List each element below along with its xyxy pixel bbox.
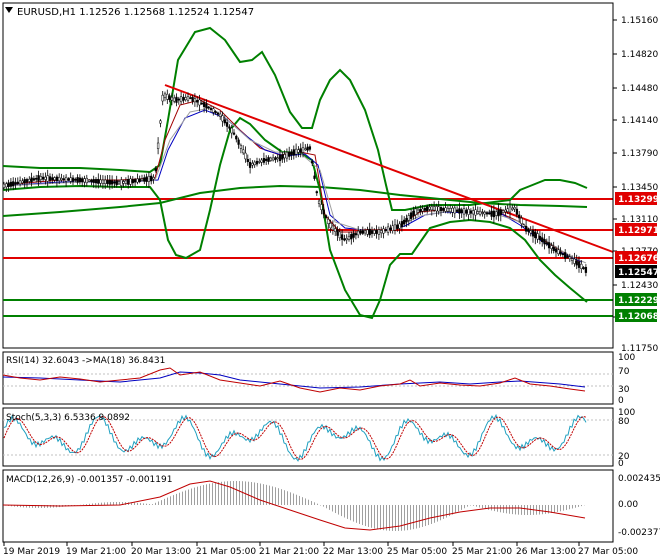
bollinger-lower-band [2,116,588,320]
price-tick-label: 1.15160 [621,16,658,26]
stoch-signal-line [3,415,587,460]
rsi-panel[interactable]: RSI(14) 32.6043 ->MA(18) 36.8431 100 70 30… [2,351,635,406]
stoch-tick-label: 80 [618,417,630,427]
descending-trendline[interactable] [164,84,614,253]
rsi-tick-label: 30 [618,385,630,395]
time-tick-label: 25 Mar 21:00 [452,547,512,557]
rsi-line [2,371,586,389]
symbol-info: EURUSD,H1 1.12526 1.12568 1.12524 1.1254… [17,7,254,18]
rsi-tick-label: 0 [618,396,624,406]
price-tick-label: 1.12430 [621,281,658,291]
time-tick-label: 21 Mar 21:00 [259,547,319,557]
level-label-r1: 1.13299 [615,192,659,205]
svg-text:1.12676: 1.12676 [618,254,659,264]
time-tick-label: 25 Mar 05:00 [387,547,447,557]
svg-text:1.12547: 1.12547 [618,268,659,278]
time-tick-label: 27 Mar 05:00 [578,547,638,557]
stoch-title: Stoch(5,3,3) 6.5336 9.0892 [6,413,130,423]
macd-title: MACD(12,26,9) -0.001357 -0.001191 [6,475,172,485]
time-tick-label: 19 Mar 2019 [3,547,60,557]
time-tick-label: 26 Mar 13:00 [516,547,576,557]
triangle-down-icon[interactable] [5,7,13,13]
price-tick-label: 1.11750 [621,344,658,354]
macd-tick-label: 0.00 [618,500,638,510]
svg-text:1.12068: 1.12068 [618,312,659,322]
macd-panel[interactable]: MACD(12,26,9) -0.001357 -0.001191 0.0024… [2,469,660,543]
time-tick-label: 20 Mar 13:00 [131,547,191,557]
time-axis[interactable]: 19 Mar 2019 19 Mar 21:00 20 Mar 13:00 21 Ma… [3,542,638,557]
time-tick-label: 22 Mar 13:00 [323,547,383,557]
stoch-tick-label: 20 [618,452,630,462]
level-label-s2: 1.12068 [615,309,659,322]
rsi-title: RSI(14) 32.6043 ->MA(18) 36.8431 [6,356,165,366]
stoch-main-line [3,413,587,462]
price-tick-label: 1.13790 [621,149,658,159]
candlesticks [2,89,588,277]
price-tick-label: 1.13110 [621,215,658,225]
price-tick-label: 1.14140 [621,116,658,126]
price-panel[interactable]: EURUSD,H1 1.12526 1.12568 1.12524 1.1254… [2,2,614,349]
price-tick-label: 1.13450 [621,183,658,193]
time-tick-label: 21 Mar 05:00 [196,547,256,557]
macd-tick-label: -0.002377 [618,528,660,538]
price-tick-label: 1.14820 [621,50,658,60]
level-label-r3: 1.12676 [615,251,659,264]
price-axis[interactable]: 1.15160 1.14820 1.14480 1.14140 1.13790 1.134… [612,3,659,354]
level-label-r2: 1.12971 [615,223,659,236]
stoch-tick-label: 100 [618,408,635,418]
rsi-ma-line [2,367,586,393]
rsi-tick-label: 70 [618,367,630,377]
bid-price-label: 1.12547 [615,265,659,278]
ema-mid [2,107,587,264]
svg-text:1.13299: 1.13299 [618,195,659,205]
level-label-s1: 1.12229 [615,293,659,306]
time-tick-label: 19 Mar 21:00 [66,547,126,557]
symbol-header[interactable]: EURUSD,H1 1.12526 1.12568 1.12524 1.1254… [5,7,254,18]
macd-tick-label: 0.002435 [618,474,660,484]
macd-signal-line [2,480,586,531]
price-tick-label: 1.14480 [621,84,658,94]
bollinger-upper-band [2,26,588,211]
rsi-tick-label: 100 [618,353,635,363]
stoch-tick-label: 0 [618,459,624,469]
svg-text:1.12971: 1.12971 [618,226,659,236]
svg-text:1.12229: 1.12229 [618,296,659,306]
